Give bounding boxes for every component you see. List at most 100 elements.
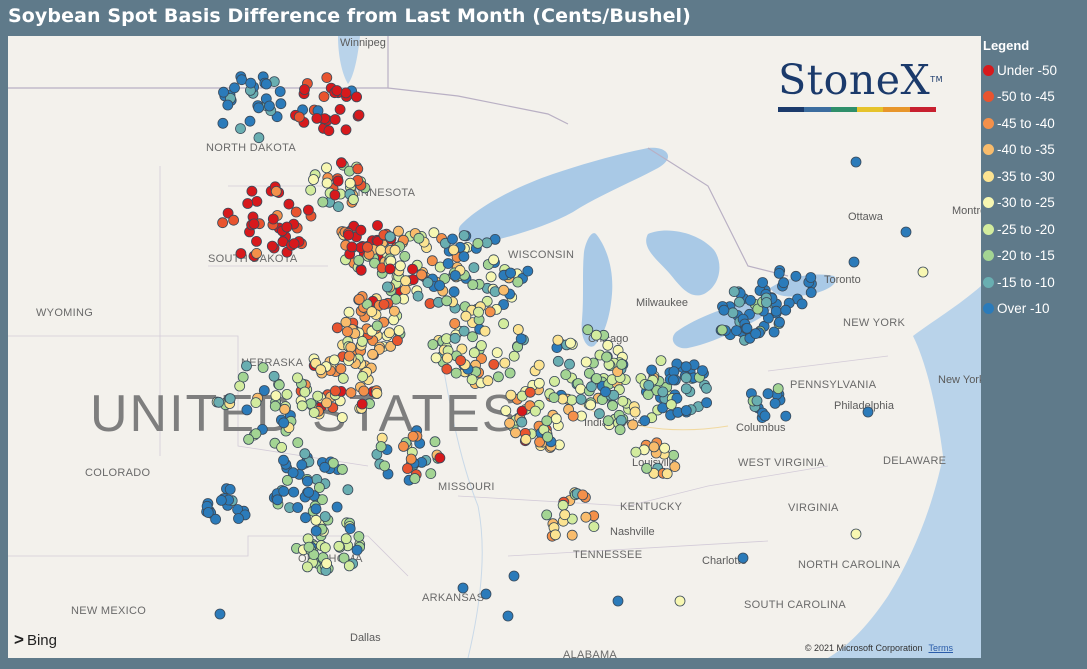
basis-point[interactable] [332,175,344,187]
basis-point[interactable] [585,399,596,411]
basis-point[interactable] [372,220,383,231]
basis-point[interactable] [400,275,412,287]
basis-point[interactable] [646,364,658,376]
basis-point[interactable] [772,383,784,395]
basis-point[interactable] [335,363,347,375]
basis-point[interactable] [504,417,516,429]
basis-point[interactable] [288,486,300,498]
basis-point[interactable] [516,405,528,417]
basis-point[interactable] [564,358,575,370]
basis-point[interactable] [353,293,365,305]
basis-point[interactable] [458,230,470,241]
legend-item[interactable]: -25 to -20 [983,216,1087,243]
basis-point[interactable] [303,541,315,553]
basis-point[interactable] [492,371,504,383]
basis-point[interactable] [224,393,236,405]
basis-point[interactable] [449,318,461,329]
basis-point[interactable] [331,85,343,96]
basis-point[interactable] [778,277,789,289]
basis-point[interactable] [448,286,460,298]
basis-point[interactable] [575,383,586,395]
basis-point[interactable] [310,525,322,537]
basis-point[interactable] [566,394,578,406]
basis-point[interactable] [504,367,516,379]
basis-point[interactable] [352,163,364,175]
basis-point[interactable] [467,279,479,291]
basis-point[interactable] [351,91,363,103]
basis-point[interactable] [319,542,331,554]
basis-point[interactable] [750,328,762,340]
basis-point[interactable] [275,98,287,110]
basis-point[interactable] [347,194,359,205]
basis-point[interactable] [850,156,862,168]
basis-point[interactable] [718,304,730,316]
basis-point[interactable] [281,221,293,233]
basis-point[interactable] [541,509,553,521]
terms-link[interactable]: Terms [928,643,954,653]
basis-point[interactable] [290,206,302,218]
basis-point[interactable] [479,325,491,337]
basis-point[interactable] [657,386,669,398]
basis-point[interactable] [641,462,652,474]
basis-point[interactable] [520,433,532,445]
basis-point[interactable] [757,277,768,288]
map-canvas[interactable]: UNITED STATES NORTH DAKOTA SOUTH DAKOTA MI… [8,36,981,658]
basis-point[interactable] [371,387,383,399]
basis-point[interactable] [627,419,639,431]
basis-point[interactable] [505,389,517,401]
basis-point[interactable] [567,410,579,422]
basis-point[interactable] [399,250,411,262]
basis-point[interactable] [334,104,346,115]
basis-point[interactable] [762,388,774,400]
basis-point[interactable] [522,265,534,277]
basis-point[interactable] [615,414,627,426]
basis-point[interactable] [229,82,240,94]
basis-point[interactable] [607,400,618,412]
basis-point[interactable] [680,383,692,395]
basis-point[interactable] [533,377,545,389]
basis-point[interactable] [602,339,614,351]
basis-point[interactable] [253,132,265,144]
basis-point[interactable] [317,196,329,208]
basis-point[interactable] [790,270,802,282]
basis-point[interactable] [458,251,470,263]
basis-point[interactable] [643,379,655,391]
basis-point[interactable] [293,111,305,123]
basis-point[interactable] [508,570,520,582]
basis-point[interactable] [488,358,500,370]
basis-point[interactable] [480,588,492,600]
basis-point[interactable] [202,507,214,518]
basis-point[interactable] [329,189,341,201]
basis-point[interactable] [278,485,290,497]
basis-point[interactable] [394,260,406,272]
basis-point[interactable] [805,272,817,283]
basis-point[interactable] [310,514,322,526]
basis-point[interactable] [655,355,667,367]
basis-point[interactable] [340,87,352,99]
basis-point[interactable] [272,494,283,506]
basis-point[interactable] [499,357,511,369]
basis-point[interactable] [299,386,311,398]
basis-point[interactable] [357,371,369,382]
basis-point[interactable] [427,339,439,350]
basis-point[interactable] [344,523,356,535]
basis-point[interactable] [759,410,771,422]
basis-point[interactable] [780,304,792,316]
basis-point[interactable] [308,174,319,185]
basis-point[interactable] [235,248,247,259]
basis-point[interactable] [332,201,344,213]
basis-point[interactable] [267,213,279,225]
basis-point[interactable] [269,400,281,412]
basis-point[interactable] [402,463,413,474]
basis-point[interactable] [283,198,295,210]
basis-point[interactable] [270,185,282,197]
basis-point[interactable] [728,286,740,298]
basis-point[interactable] [244,115,256,127]
basis-point[interactable] [366,306,378,318]
basis-point[interactable] [796,298,808,310]
basis-point[interactable] [460,310,472,322]
basis-point[interactable] [343,350,355,362]
basis-point[interactable] [533,359,545,371]
basis-point[interactable] [213,396,225,408]
basis-point[interactable] [510,427,521,439]
